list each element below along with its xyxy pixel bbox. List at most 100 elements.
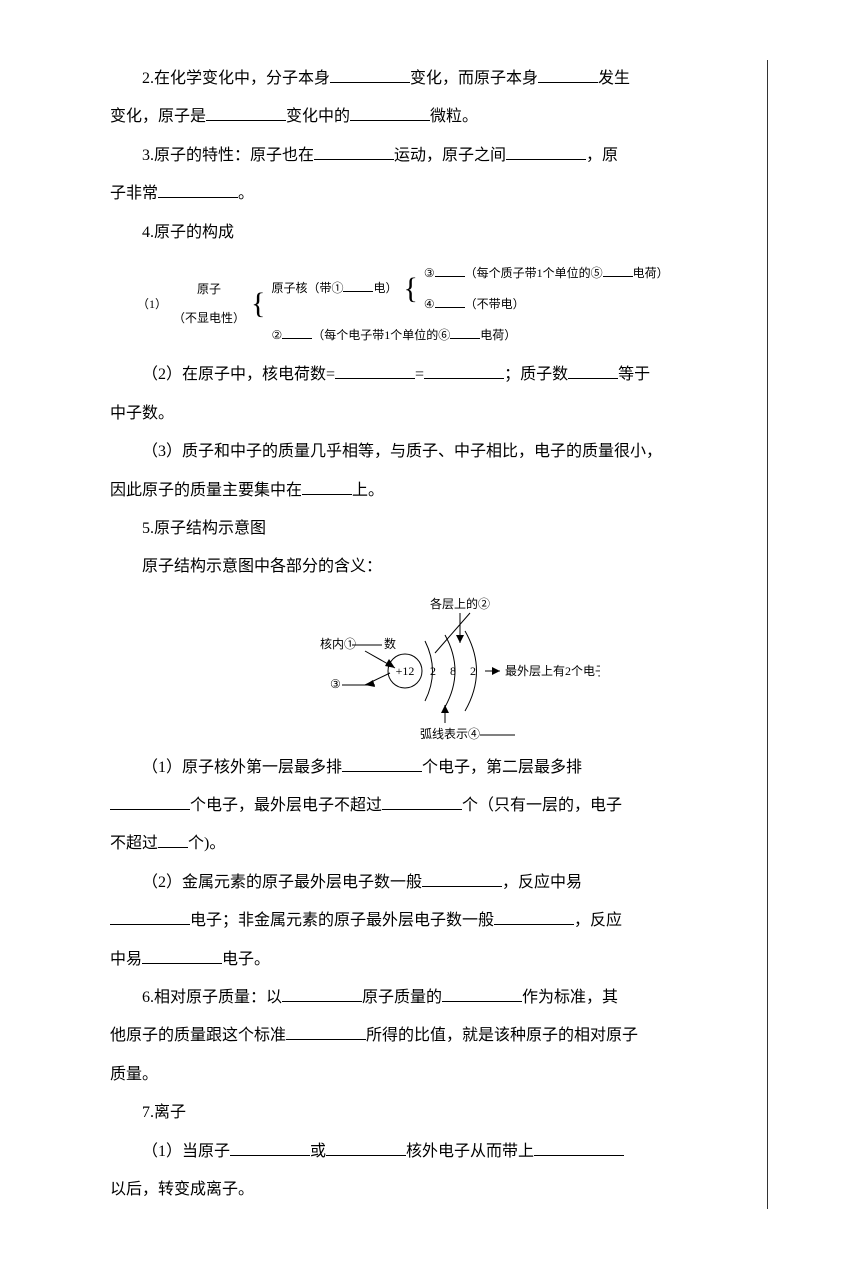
blank — [435, 295, 465, 308]
d2-top: 各层上的② — [430, 596, 490, 611]
blank — [603, 264, 633, 277]
svg-text:8: 8 — [450, 664, 456, 678]
svg-text:2: 2 — [470, 664, 476, 678]
q5-p2-line1: （2）金属元素的原子最外层电子数一般，反应中易 — [110, 864, 760, 902]
q5-title: 5.原子结构示意图 — [110, 510, 760, 548]
q6-t1: 6.相对原子质量：以 — [142, 989, 282, 1006]
q5-p2b: ，反应中易 — [502, 874, 582, 891]
d1-l4b: （不带电） — [465, 297, 525, 311]
margin-line — [767, 60, 768, 1209]
q7-line2: 以后，转变成离子。 — [110, 1171, 760, 1209]
blank — [435, 264, 465, 277]
blank — [158, 181, 238, 198]
q5-p1-line2: 个电子，最外层电子不超过个（只有一层的，电子 — [110, 787, 760, 825]
blank — [110, 908, 190, 925]
q7-title: 7.离子 — [110, 1094, 760, 1132]
q5-sub: 原子结构示意图中各部分的含义： — [110, 548, 760, 586]
blank — [110, 793, 190, 810]
q5-p1e: 不超过 — [110, 835, 158, 852]
q6-line2: 他原子的质量跟这个标准 所得的比值，就是该种原子的相对原子 — [110, 1017, 760, 1055]
d1-l2b: （每个电子带1个单位的⑥ — [312, 328, 450, 342]
q6-t2: 原子质量的 — [362, 989, 442, 1006]
q2-line2: 变化，原子是 变化中的 微粒。 — [110, 98, 760, 136]
blank — [158, 831, 188, 848]
q4-p2d: 等于 — [618, 366, 650, 383]
blank — [302, 478, 352, 495]
q3-t2: 运动，原子之间 — [394, 147, 506, 164]
q3-t3: ，原 — [586, 147, 618, 164]
d1-l2c: 电荷） — [480, 328, 516, 342]
d1-l3a: ③ — [424, 266, 435, 280]
d1-prefix: （1） — [137, 297, 167, 311]
q5-p1d: 个（只有一层的，电子 — [462, 797, 622, 814]
blank — [330, 66, 410, 83]
d1-atom1: 原子 — [197, 282, 221, 296]
q3-t1: 3.原子的特性：原子也在 — [142, 147, 314, 164]
q5-p2-line3: 中易电子。 — [110, 941, 760, 979]
q2-t1: 2.在化学变化中，分子本身 — [142, 70, 330, 87]
brace-icon: { — [248, 258, 268, 350]
blank — [442, 985, 522, 1002]
q7-t3: 核外电子从而带上 — [406, 1143, 534, 1160]
d2-lt2: 数 — [384, 636, 396, 651]
blank — [282, 985, 362, 1002]
q2-t2: 变化，而原子本身 — [410, 70, 538, 87]
blank — [382, 793, 462, 810]
brace-icon: { — [400, 258, 420, 320]
q4-p2a: （2）在原子中，核电荷数= — [142, 366, 335, 383]
d1-l4a: ④ — [424, 297, 435, 311]
blank — [568, 362, 618, 379]
blank — [206, 104, 286, 121]
blank — [506, 143, 586, 160]
q4-p3-line1: （3）质子和中子的质量几乎相等，与质子、中子相比，电子的质量很小， — [110, 433, 760, 471]
d1-atom2: （不显电性） — [173, 311, 245, 325]
blank — [424, 362, 504, 379]
d1-l3c: 电荷） — [633, 266, 669, 280]
d2-lb: ③ — [330, 677, 341, 691]
d1-nuc2: 电） — [373, 281, 397, 295]
q6-line1: 6.相对原子质量：以原子质量的作为标准，其 — [110, 979, 760, 1017]
blank — [538, 66, 598, 83]
q4-p2-line1: （2）在原子中，核电荷数= = ；质子数 等于 — [110, 356, 760, 394]
q2-t6: 微粒。 — [430, 108, 478, 125]
blank — [350, 104, 430, 121]
blank — [326, 1139, 406, 1156]
q2-t5: 变化中的 — [286, 108, 350, 125]
d1-l2a: ② — [271, 328, 282, 342]
blank — [494, 908, 574, 925]
q3-t5: 。 — [238, 185, 254, 202]
q5-p1a: （1）原子核外第一层最多排 — [142, 759, 342, 776]
atom-schematic-diagram: 各层上的② 核内① 数 ③ +12 2 8 2 最外层上有2个电子 — [110, 593, 760, 743]
blank — [343, 279, 373, 292]
q4-p2c: ；质子数 — [504, 366, 568, 383]
d2-center: +12 — [396, 664, 415, 678]
q6-t5: 所得的比值，就是该种原子的相对原子 — [366, 1027, 638, 1044]
q5-p1-line1: （1）原子核外第一层最多排 个电子，第二层最多排 — [110, 749, 760, 787]
q4-p3c: 上。 — [352, 482, 384, 499]
q7-t1: （1）当原子 — [142, 1143, 230, 1160]
q4-title: 4.原子的构成 — [110, 214, 760, 252]
svg-text:2: 2 — [430, 664, 436, 678]
blank — [314, 143, 394, 160]
atom-structure-diagram: （1） 原子 （不显电性） { 原子核（带①电） { ③（每个质子带1个单位的⑤… — [134, 258, 760, 350]
q3-line1: 3.原子的特性：原子也在 运动，原子之间 ，原 — [110, 137, 760, 175]
q4-p3b: 因此原子的质量主要集中在 — [110, 482, 302, 499]
blank — [286, 1023, 366, 1040]
blank — [342, 755, 422, 772]
q5-p2d: ，反应 — [574, 912, 622, 929]
q6-line3: 质量。 — [110, 1056, 760, 1094]
d2-lt: 核内① — [320, 637, 356, 651]
blank — [422, 870, 502, 887]
blank — [230, 1139, 310, 1156]
d2-right: 最外层上有2个电子 — [505, 664, 600, 678]
q4-p2b: = — [415, 366, 424, 383]
blank — [335, 362, 415, 379]
q5-p2e: 中易 — [110, 951, 142, 968]
q4-p3-line2: 因此原子的质量主要集中在 上。 — [110, 472, 760, 510]
q5-p2c: 电子；非金属元素的原子最外层电子数一般 — [190, 912, 494, 929]
q5-p1b: 个电子，第二层最多排 — [422, 759, 582, 776]
q2-t4: 变化，原子是 — [110, 108, 206, 125]
q4-p2-line2: 中子数。 — [110, 395, 760, 433]
q6-t4: 他原子的质量跟这个标准 — [110, 1027, 286, 1044]
q2-line1: 2.在化学变化中，分子本身变化，而原子本身发生 — [110, 60, 760, 98]
